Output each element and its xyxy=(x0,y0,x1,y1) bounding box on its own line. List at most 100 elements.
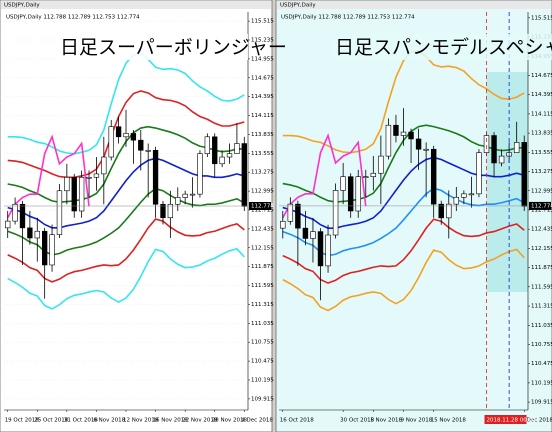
y-tick-label: 112.155 xyxy=(531,246,552,252)
y-tick-label: 110.475 xyxy=(531,361,552,367)
y-tick-label: 114.115 xyxy=(531,111,552,117)
y-tick-label: 111.315 xyxy=(251,302,274,308)
cursor-label-box xyxy=(484,415,527,424)
x-tick-label: 4 Dec 2018 xyxy=(241,418,273,424)
candle-body xyxy=(78,176,85,212)
candle-body xyxy=(370,172,377,177)
indicator-line xyxy=(7,157,245,229)
candle-body xyxy=(49,234,55,266)
chart-title: 日足スパンモデルスペシャル xyxy=(335,37,552,59)
candle-body xyxy=(408,131,414,140)
y-tick-label: 115.515 xyxy=(531,15,552,21)
y-tick-label: 112.435 xyxy=(531,227,552,233)
candle-body xyxy=(378,155,384,174)
last-price-label: 112.774 xyxy=(531,203,552,209)
candle-body xyxy=(355,176,361,212)
candle-body xyxy=(197,153,203,195)
y-tick-label: 111.035 xyxy=(531,323,552,329)
candle-body xyxy=(86,176,92,179)
candle-body xyxy=(302,227,309,239)
candle-body xyxy=(491,135,497,164)
candle-body xyxy=(152,149,159,205)
candle-body xyxy=(101,156,107,175)
x-tick-label: 6 Nov 2018 xyxy=(93,418,125,424)
y-tick-label: 115.515 xyxy=(251,19,274,25)
x-tick-label: 19 Oct 2018 xyxy=(5,418,40,424)
candle-body xyxy=(189,193,196,196)
candle-body xyxy=(34,230,40,239)
candle-body xyxy=(363,176,369,178)
x-tick-label: 3 Dec 2018 xyxy=(521,418,552,424)
candle-body xyxy=(280,220,286,229)
candle-body xyxy=(476,152,482,195)
y-tick-label: 113.275 xyxy=(531,169,552,175)
candle-body xyxy=(167,203,174,219)
candle-body xyxy=(498,155,505,164)
candle-body xyxy=(212,136,218,165)
candle-body xyxy=(287,203,294,222)
x-tick-label: 25 Oct 2018 xyxy=(34,418,69,424)
y-tick-label: 112.435 xyxy=(251,226,274,232)
candle-body xyxy=(115,126,122,138)
y-tick-label: 113.555 xyxy=(531,150,552,156)
y-tick-label: 115.235 xyxy=(251,37,274,43)
y-tick-label: 112.715 xyxy=(531,207,552,213)
x-tick-label: 31 Oct 2018 xyxy=(64,418,99,424)
candle-body xyxy=(415,138,422,150)
indicator-line xyxy=(7,247,245,310)
y-tick-label: 111.315 xyxy=(531,304,552,310)
candle-body xyxy=(430,148,437,205)
candle-body xyxy=(325,234,331,267)
x-tick-label: 9 Nov 2018 xyxy=(401,418,433,424)
title-backdrop xyxy=(331,34,552,60)
candle-body xyxy=(64,176,70,192)
candle-body xyxy=(461,193,467,198)
y-tick-label: 111.035 xyxy=(251,321,274,327)
candle-body xyxy=(19,203,26,229)
candle-body xyxy=(295,203,301,229)
y-tick-label: 114.115 xyxy=(251,113,274,119)
indicator-line xyxy=(7,90,245,179)
y-tick-label: 109.915 xyxy=(251,396,274,402)
candle-body xyxy=(138,139,144,151)
y-tick-label: 114.955 xyxy=(251,56,274,62)
x-tick-label: 5 Nov 2018 xyxy=(370,418,402,424)
candle-body xyxy=(108,126,114,158)
candle-body xyxy=(310,231,316,239)
candle-body xyxy=(385,124,392,157)
window-title: USDJPY,Daily xyxy=(280,3,316,9)
candle-body xyxy=(219,156,225,165)
y-tick-label: 112.715 xyxy=(251,207,274,213)
candle-body xyxy=(145,149,151,152)
candle-body xyxy=(204,136,210,154)
candle-body xyxy=(42,230,48,266)
last-price-box xyxy=(249,202,271,211)
y-tick-label: 113.555 xyxy=(251,151,274,157)
candle-body xyxy=(521,142,527,207)
indicator-line xyxy=(282,133,367,219)
candle-body xyxy=(175,197,181,205)
y-tick-label: 109.915 xyxy=(531,400,552,406)
candle-body xyxy=(71,176,77,212)
x-tick-label: 15 Nov 2018 xyxy=(431,418,467,424)
y-tick-label: 110.755 xyxy=(531,342,552,348)
indicator-line xyxy=(7,52,245,155)
indicator-line xyxy=(7,218,245,283)
y-tick-label: 111.875 xyxy=(251,264,274,270)
candle-body xyxy=(93,173,100,178)
y-tick-label: 111.875 xyxy=(531,265,552,271)
y-tick-label: 110.755 xyxy=(251,340,274,346)
candle-body xyxy=(446,203,452,219)
last-price-label: 112.774 xyxy=(251,204,274,210)
candle-body xyxy=(234,143,240,154)
window-title: USDJPY,Daily xyxy=(4,3,40,9)
x-tick-label: 12 Nov 2018 xyxy=(123,418,159,424)
x-tick-label: 28 Nov 2018 xyxy=(212,418,248,424)
candle-body xyxy=(332,190,339,236)
y-tick-label: 113.835 xyxy=(531,131,552,137)
candle-body xyxy=(513,142,520,153)
candle-body xyxy=(423,148,429,151)
candle-body xyxy=(56,190,63,235)
candle-body xyxy=(5,220,11,229)
